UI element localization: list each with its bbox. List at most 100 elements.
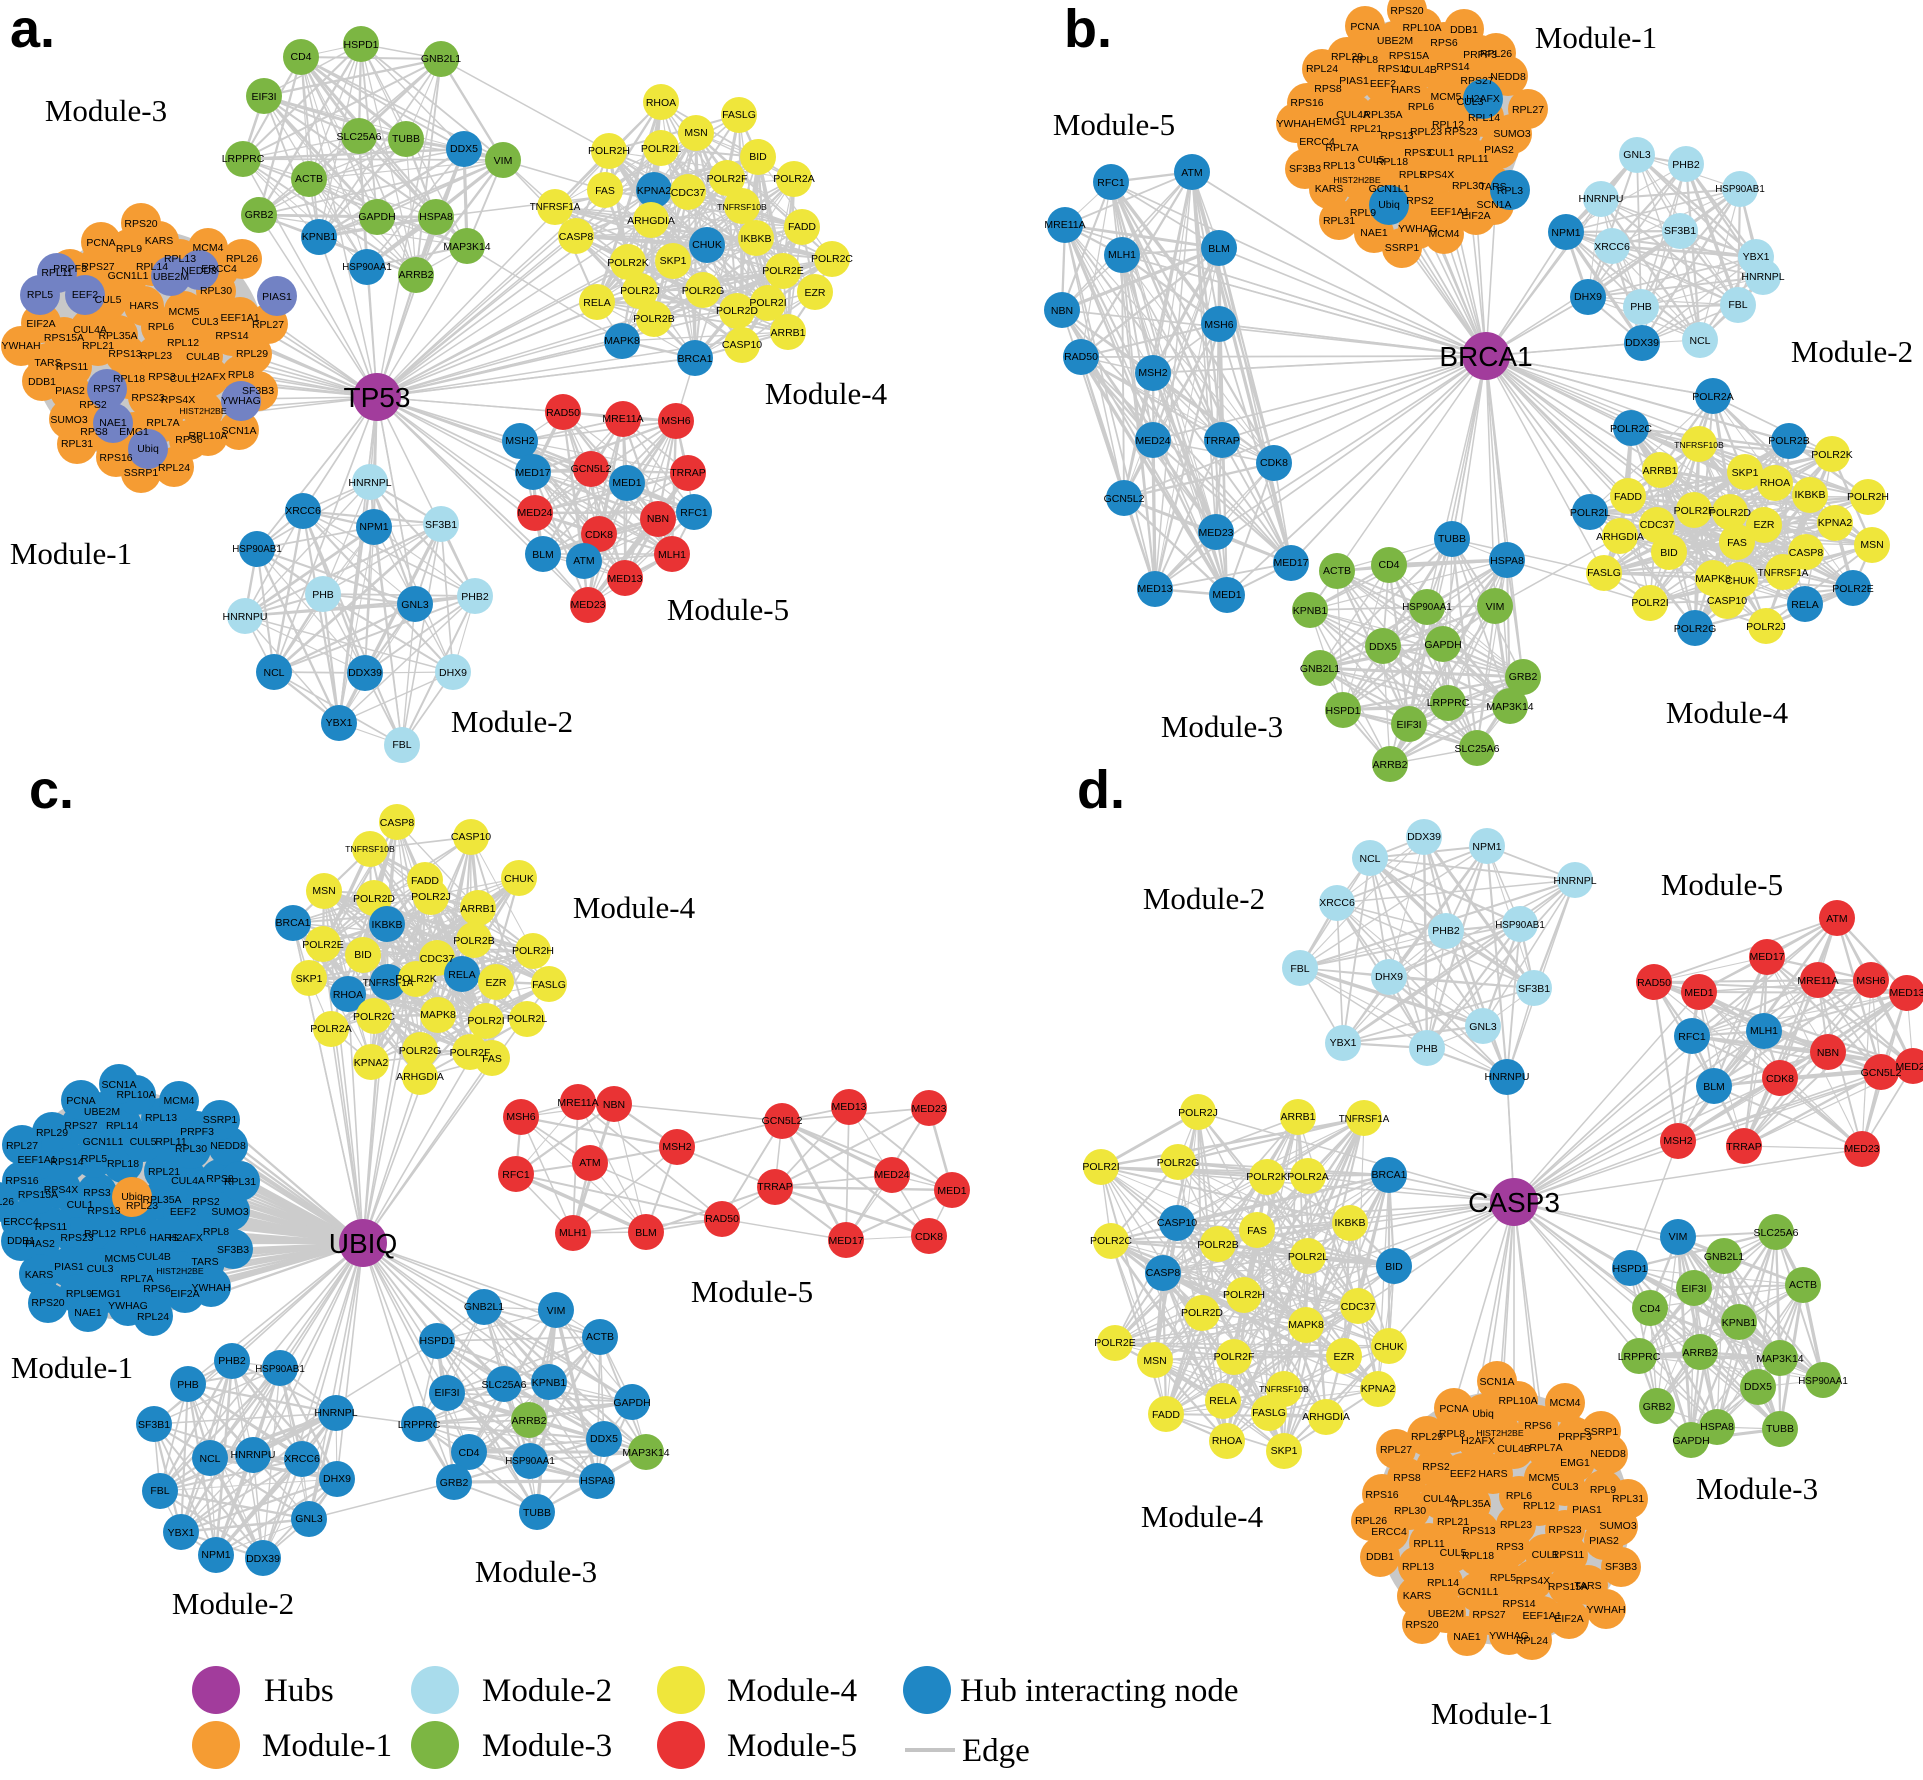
svg-text:RPS6: RPS6 xyxy=(1524,1420,1552,1432)
svg-text:MED24: MED24 xyxy=(517,507,552,519)
svg-text:MED24: MED24 xyxy=(1135,435,1170,447)
svg-text:CUL3: CUL3 xyxy=(192,316,219,328)
svg-text:Module-4: Module-4 xyxy=(1141,1499,1264,1534)
svg-text:PHB2: PHB2 xyxy=(218,1355,246,1367)
svg-text:RPS4X: RPS4X xyxy=(44,1184,78,1196)
svg-text:POLR2L: POLR2L xyxy=(1570,507,1610,519)
svg-text:MED17: MED17 xyxy=(1749,951,1784,963)
svg-text:CD4: CD4 xyxy=(1639,1303,1660,1315)
svg-text:RPL14: RPL14 xyxy=(106,1120,138,1132)
svg-text:PRPF3: PRPF3 xyxy=(1463,49,1497,61)
svg-text:GNB2L1: GNB2L1 xyxy=(464,1301,504,1313)
svg-text:IKBKB: IKBKB xyxy=(372,919,403,931)
svg-text:RPS16: RPS16 xyxy=(5,1175,38,1187)
svg-text:SF3B1: SF3B1 xyxy=(138,1419,170,1431)
svg-text:GCN5L2: GCN5L2 xyxy=(762,1115,803,1127)
svg-text:POLR2L: POLR2L xyxy=(507,1013,547,1025)
svg-text:RFC1: RFC1 xyxy=(1678,1031,1706,1043)
svg-text:RPL26: RPL26 xyxy=(1480,48,1512,60)
svg-text:RPL29: RPL29 xyxy=(1331,51,1363,63)
svg-text:RPL12: RPL12 xyxy=(84,1228,116,1240)
svg-text:POLR2A: POLR2A xyxy=(310,1023,351,1035)
svg-text:RPL21: RPL21 xyxy=(1437,1516,1469,1528)
svg-text:POLR2C: POLR2C xyxy=(1610,423,1652,435)
svg-text:Ubiq: Ubiq xyxy=(121,1191,143,1203)
svg-text:RPL23: RPL23 xyxy=(1410,126,1442,138)
svg-text:ERCC4: ERCC4 xyxy=(201,263,237,275)
svg-text:Module-1: Module-1 xyxy=(1431,1696,1553,1731)
svg-text:DDX5: DDX5 xyxy=(1369,641,1397,653)
svg-text:KPNA2: KPNA2 xyxy=(1361,1383,1396,1395)
svg-text:POLR2K: POLR2K xyxy=(1246,1171,1287,1183)
svg-text:RPL24: RPL24 xyxy=(137,1311,169,1323)
svg-text:RPS20: RPS20 xyxy=(1390,5,1423,17)
svg-text:TNFRSF1A: TNFRSF1A xyxy=(530,202,581,213)
svg-text:RPL30: RPL30 xyxy=(175,1143,207,1155)
svg-text:MED13: MED13 xyxy=(1137,583,1172,595)
svg-text:ARRB2: ARRB2 xyxy=(511,1415,546,1427)
svg-text:POLR2D: POLR2D xyxy=(1181,1307,1223,1319)
svg-text:ARRB1: ARRB1 xyxy=(460,903,495,915)
svg-text:Module-3: Module-3 xyxy=(1696,1471,1818,1506)
svg-text:UBIQ: UBIQ xyxy=(329,1228,397,1259)
svg-text:VIM: VIM xyxy=(1669,1231,1688,1243)
svg-text:RPS3: RPS3 xyxy=(1496,1541,1524,1553)
svg-text:DDX5: DDX5 xyxy=(590,1433,618,1445)
svg-text:RPL14: RPL14 xyxy=(1427,1577,1459,1589)
svg-text:CHUK: CHUK xyxy=(1374,1341,1404,1353)
svg-text:DHX9: DHX9 xyxy=(1375,971,1403,983)
svg-text:RPS15A: RPS15A xyxy=(18,1189,58,1201)
svg-text:TRRAP: TRRAP xyxy=(757,1181,793,1193)
svg-text:SUMO3: SUMO3 xyxy=(1493,128,1531,140)
svg-text:RPL8: RPL8 xyxy=(1352,54,1378,66)
svg-text:CDC37: CDC37 xyxy=(1640,519,1675,531)
svg-text:POLR2G: POLR2G xyxy=(682,285,725,297)
svg-text:CUL1: CUL1 xyxy=(170,373,197,385)
svg-text:ERCC4: ERCC4 xyxy=(1299,136,1335,148)
svg-text:POLR2E: POLR2E xyxy=(302,939,343,951)
svg-text:DDX39: DDX39 xyxy=(1625,337,1659,349)
svg-text:POLR2B: POLR2B xyxy=(633,313,674,325)
svg-text:MSH6: MSH6 xyxy=(1204,319,1233,331)
svg-text:CHUK: CHUK xyxy=(692,239,722,251)
svg-text:RPS16: RPS16 xyxy=(1290,97,1323,109)
svg-text:SLC25A6: SLC25A6 xyxy=(482,1379,527,1391)
svg-text:HSPA8: HSPA8 xyxy=(1700,1421,1734,1433)
svg-text:YWHAH: YWHAH xyxy=(191,1282,230,1294)
svg-text:MED1: MED1 xyxy=(1684,987,1713,999)
svg-text:NCL: NCL xyxy=(1359,853,1380,865)
svg-text:RPL30: RPL30 xyxy=(1394,1505,1426,1517)
svg-text:LRPPRC: LRPPRC xyxy=(1618,1351,1661,1363)
svg-text:TNFRSF10B: TNFRSF10B xyxy=(1259,1384,1309,1394)
svg-text:RPL18: RPL18 xyxy=(1376,156,1408,168)
svg-text:MSH6: MSH6 xyxy=(661,415,690,427)
svg-text:Module-1: Module-1 xyxy=(11,1350,133,1385)
svg-text:BLM: BLM xyxy=(1208,243,1230,255)
svg-text:RPS4X: RPS4X xyxy=(1516,1575,1550,1587)
svg-text:RPL5: RPL5 xyxy=(1399,169,1425,181)
svg-text:SCN1A: SCN1A xyxy=(221,425,256,437)
svg-text:EMG1: EMG1 xyxy=(91,1288,121,1300)
svg-text:RPL12: RPL12 xyxy=(1523,1500,1555,1512)
svg-text:TP53: TP53 xyxy=(344,382,411,413)
svg-text:TNFRSF10B: TNFRSF10B xyxy=(345,844,395,854)
svg-text:NEDD8: NEDD8 xyxy=(1590,1448,1626,1460)
svg-text:RPL35A: RPL35A xyxy=(98,330,137,342)
svg-text:EMG1: EMG1 xyxy=(1560,1457,1590,1469)
svg-text:TRRAP: TRRAP xyxy=(1726,1141,1762,1153)
svg-text:FADD: FADD xyxy=(788,221,816,233)
svg-text:RPL11: RPL11 xyxy=(155,1136,186,1148)
svg-text:UBE2M: UBE2M xyxy=(84,1106,120,1118)
svg-text:YWHAH: YWHAH xyxy=(1586,1604,1625,1616)
svg-text:POLR2F: POLR2F xyxy=(1214,1351,1255,1363)
svg-text:TARS: TARS xyxy=(191,1256,218,1268)
svg-text:RPL23: RPL23 xyxy=(140,350,172,362)
svg-text:Module-2: Module-2 xyxy=(451,704,573,739)
svg-text:RPS3: RPS3 xyxy=(1404,147,1432,159)
svg-text:RPS13: RPS13 xyxy=(87,1205,120,1217)
svg-text:RPL30: RPL30 xyxy=(200,285,232,297)
svg-text:RPL11: RPL11 xyxy=(1457,153,1488,165)
svg-text:SF3B3: SF3B3 xyxy=(217,1244,249,1256)
svg-text:CUL3: CUL3 xyxy=(87,1263,114,1275)
svg-text:MSH2: MSH2 xyxy=(1138,367,1167,379)
